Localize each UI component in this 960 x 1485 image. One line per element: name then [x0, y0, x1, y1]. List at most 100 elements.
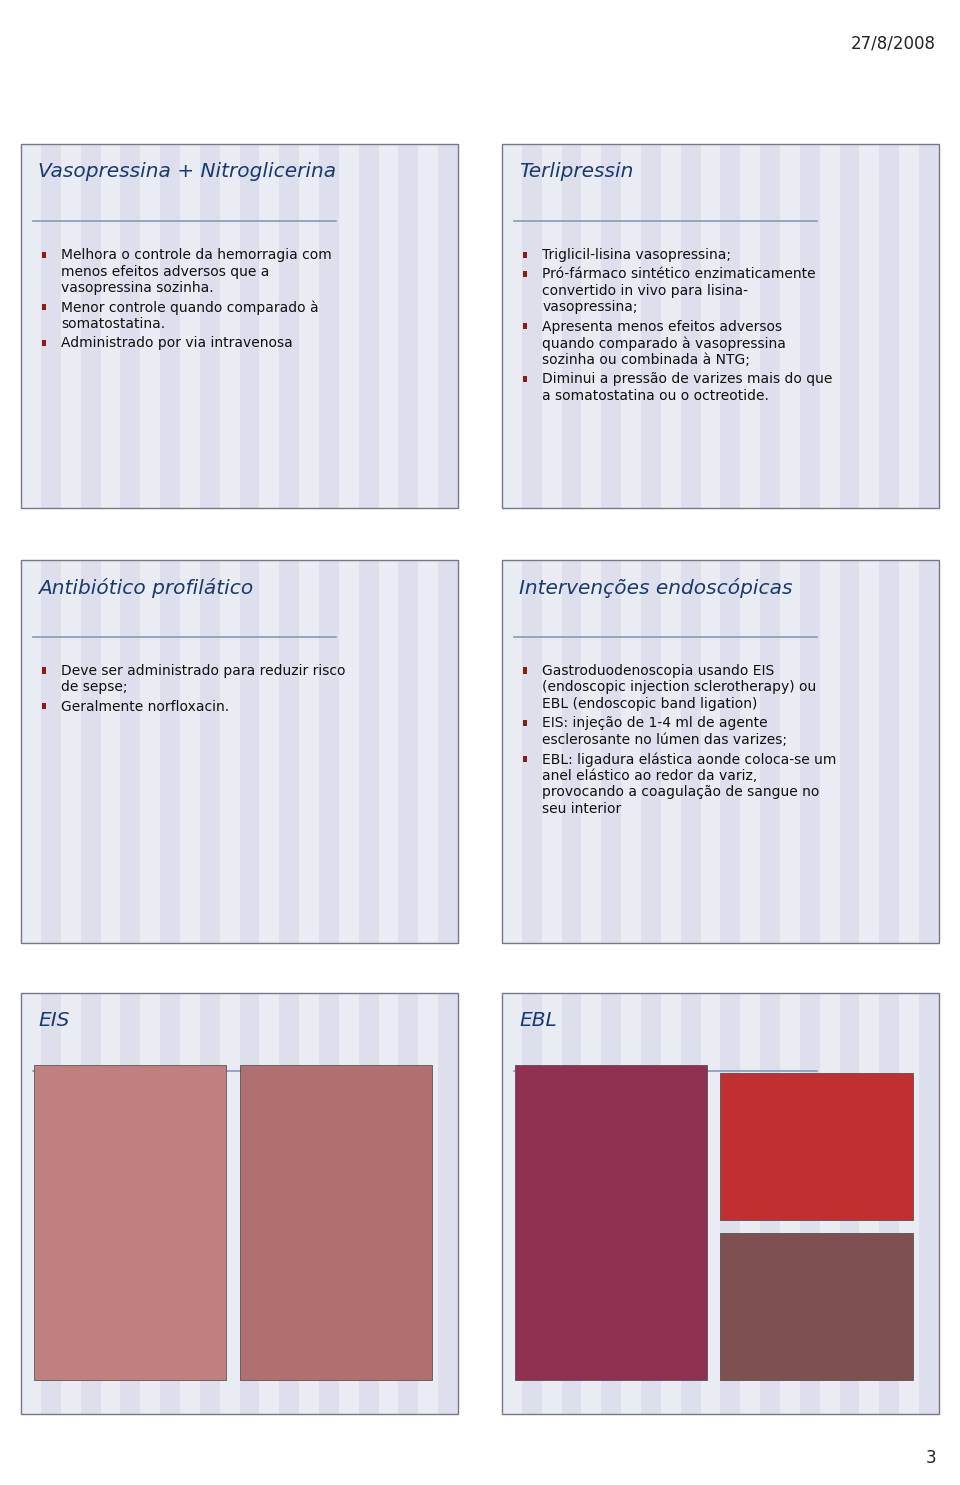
Text: somatostatina.: somatostatina. — [61, 318, 165, 331]
Bar — [541, 144, 562, 508]
Text: 3: 3 — [925, 1449, 936, 1467]
Bar — [438, 144, 458, 508]
Bar — [160, 144, 180, 508]
Text: a somatostatina ou o octreotide.: a somatostatina ou o octreotide. — [542, 389, 769, 402]
Text: vasopressina sozinha.: vasopressina sozinha. — [61, 281, 214, 296]
Bar — [438, 560, 458, 943]
Bar — [60, 144, 81, 508]
Bar — [378, 560, 398, 943]
Text: EIS: injeção de 1-4 ml de agente: EIS: injeção de 1-4 ml de agente — [542, 716, 768, 731]
Text: EBL (endoscopic band ligation): EBL (endoscopic band ligation) — [542, 696, 757, 711]
Bar — [621, 993, 641, 1414]
Bar — [780, 993, 800, 1414]
Bar — [259, 560, 279, 943]
Bar — [720, 144, 740, 508]
Bar — [582, 993, 601, 1414]
Bar — [359, 560, 378, 943]
Bar — [319, 560, 339, 943]
Bar — [502, 144, 939, 508]
Bar — [502, 993, 522, 1414]
Bar — [502, 144, 522, 508]
Bar — [21, 144, 41, 508]
Bar — [240, 560, 259, 943]
Bar — [140, 560, 160, 943]
Bar — [259, 144, 279, 508]
Bar — [740, 560, 760, 943]
Bar — [879, 144, 900, 508]
Bar — [621, 144, 641, 508]
Bar — [582, 560, 601, 943]
Bar — [800, 993, 820, 1414]
Bar — [359, 993, 378, 1414]
Bar — [419, 144, 438, 508]
Bar — [240, 1065, 432, 1380]
Bar — [541, 560, 562, 943]
Bar — [859, 560, 879, 943]
Bar — [200, 144, 220, 508]
Bar — [180, 993, 200, 1414]
Bar — [681, 560, 701, 943]
Bar — [879, 560, 900, 943]
Bar — [42, 667, 46, 674]
Bar — [859, 993, 879, 1414]
Bar — [419, 560, 438, 943]
Bar — [720, 1233, 913, 1380]
Bar — [81, 144, 101, 508]
Bar — [101, 144, 120, 508]
Bar — [681, 993, 701, 1414]
Bar — [35, 1065, 227, 1380]
Text: de sepse;: de sepse; — [61, 680, 128, 695]
Text: Melhora o controle da hemorragia com: Melhora o controle da hemorragia com — [61, 248, 332, 261]
Text: Terlipressin: Terlipressin — [519, 162, 634, 181]
Bar — [220, 144, 240, 508]
Bar — [641, 144, 660, 508]
Bar — [840, 993, 859, 1414]
Text: Pró-fármaco sintético enzimaticamente: Pró-fármaco sintético enzimaticamente — [542, 267, 816, 281]
Bar — [21, 560, 458, 943]
Bar — [42, 704, 46, 710]
Bar — [41, 144, 60, 508]
Text: EIS: EIS — [38, 1011, 70, 1031]
Bar — [41, 560, 60, 943]
Bar — [879, 993, 900, 1414]
Text: quando comparado à vasopressina: quando comparado à vasopressina — [542, 336, 786, 350]
Bar — [919, 560, 939, 943]
Bar — [582, 144, 601, 508]
Bar — [120, 993, 140, 1414]
Text: Geralmente norfloxacin.: Geralmente norfloxacin. — [61, 699, 229, 714]
Bar — [681, 144, 701, 508]
Bar — [523, 376, 527, 382]
Text: esclerosante no lúmen das varizes;: esclerosante no lúmen das varizes; — [542, 734, 787, 747]
Text: Intervenções endoscópicas: Intervenções endoscópicas — [519, 578, 793, 597]
Bar — [140, 144, 160, 508]
Bar — [760, 993, 780, 1414]
Bar — [160, 993, 180, 1414]
Bar — [502, 560, 939, 943]
Bar — [200, 560, 220, 943]
Bar — [859, 144, 879, 508]
Bar — [740, 144, 760, 508]
Bar — [60, 993, 81, 1414]
Bar — [523, 251, 527, 258]
Bar — [601, 144, 621, 508]
Bar — [621, 560, 641, 943]
Bar — [523, 667, 527, 674]
Bar — [21, 560, 41, 943]
Text: EBL: ligadura elástica aonde coloca-se um: EBL: ligadura elástica aonde coloca-se u… — [542, 751, 837, 766]
Text: Diminui a pressão de varizes mais do que: Diminui a pressão de varizes mais do que — [542, 373, 832, 386]
Bar — [800, 144, 820, 508]
Bar — [378, 993, 398, 1414]
Text: sozinha ou combinada à NTG;: sozinha ou combinada à NTG; — [542, 353, 751, 367]
Bar — [398, 144, 419, 508]
Bar — [140, 993, 160, 1414]
Text: anel elástico ao redor da variz,: anel elástico ao redor da variz, — [542, 769, 757, 783]
Bar — [641, 560, 660, 943]
Text: Deve ser administrado para reduzir risco: Deve ser administrado para reduzir risco — [61, 664, 346, 677]
Bar — [562, 560, 582, 943]
Bar — [60, 560, 81, 943]
Bar — [701, 560, 720, 943]
Bar — [919, 993, 939, 1414]
Bar — [101, 560, 120, 943]
Bar — [660, 993, 681, 1414]
Bar — [120, 144, 140, 508]
